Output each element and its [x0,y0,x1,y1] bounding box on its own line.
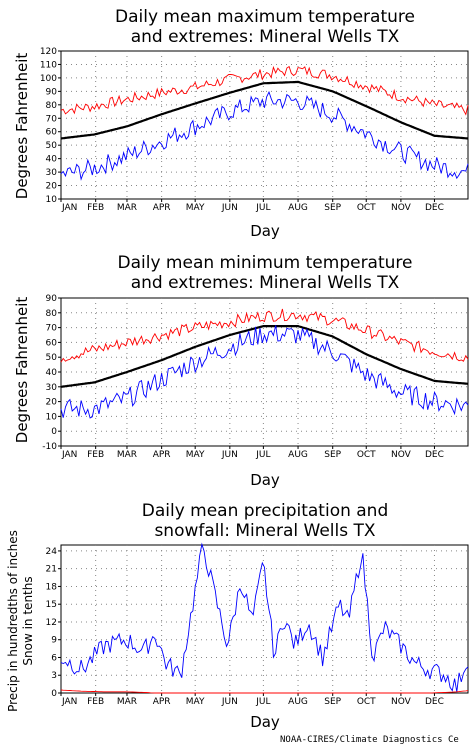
y-tick-label: 9 [51,636,57,646]
chart-min-temp: Daily mean minimum temperature and extre… [13,253,469,489]
chart-2-series-line-1 [60,308,469,363]
x-tick-label: NOV [391,450,412,460]
chart-3-y-axis-label-2: Snow in tenths [21,576,35,665]
x-tick-label: AUG [288,203,308,213]
y-tick-label: 100 [40,74,57,84]
chart-1-y-axis-label: Degrees Fahrenheit [13,53,31,200]
chart-1-plot-frame [60,50,469,200]
x-tick-label: AUG [288,450,308,460]
chart-2-series-line-3 [60,325,469,419]
x-tick-label: SEP [324,697,341,707]
x-tick-label: MAY [186,450,205,460]
y-tick-label: 50 [46,353,58,363]
x-tick-label: OCT [357,203,376,213]
x-tick-label: AUG [288,697,308,707]
x-tick-label: JUN [221,450,238,460]
y-tick-label: 70 [46,114,58,124]
x-tick-label: MAY [186,203,205,213]
chart-2-series-line-2 [60,325,469,388]
y-tick-label: 18 [46,582,58,592]
y-tick-label: 120 [40,47,57,57]
x-tick-label: JUN [221,697,238,707]
chart-2-subtitle: and extremes: Mineral Wells TX [131,273,400,293]
credit-text: NOAA-CIRES/Climate Diagnostics Ce [280,735,459,745]
y-tick-label: 10 [46,195,58,205]
x-tick-label: JAN [61,697,77,707]
x-tick-label: OCT [357,697,376,707]
y-tick-label: 0 [51,689,57,699]
x-tick-label: OCT [357,450,376,460]
x-tick-label: APR [153,697,171,707]
chart-2-x-axis-label: Day [250,471,280,489]
chart-3-series-line-1 [60,542,469,692]
chart-1-series-line-2 [60,80,469,140]
y-tick-label: 12 [46,618,57,628]
y-tick-label: 60 [46,338,58,348]
x-tick-label: NOV [391,203,412,213]
chart-max-temp: Daily mean maximum temperature and extre… [13,7,469,240]
y-tick-label: 30 [46,168,58,178]
chart-1-series-line-3 [60,90,469,181]
y-tick-label: 80 [46,101,58,111]
chart-3-title: Daily mean precipitation and [142,501,389,521]
x-tick-label: FEB [87,450,104,460]
y-tick-label: 90 [46,294,58,304]
chart-3-y-axis-label: Precip in hundredths of inches [6,530,20,712]
x-tick-label: MAR [117,697,137,707]
x-tick-label: DEC [425,697,444,707]
chart-1-subtitle: and extremes: Mineral Wells TX [131,27,400,47]
chart-3-subtitle: snowfall: Mineral Wells TX [154,521,375,541]
y-tick-label: 10 [46,412,58,422]
x-tick-label: SEP [324,203,341,213]
x-tick-label: JUL [255,450,270,460]
chart-3-series-line-2 [60,689,469,694]
y-tick-label: 20 [46,398,58,408]
y-tick-label: 110 [40,60,57,70]
y-tick-label: 60 [46,128,58,138]
x-tick-label: JAN [61,450,77,460]
y-tick-label: 80 [46,309,58,319]
chart-2-title: Daily mean minimum temperature [118,253,413,273]
y-tick-label: 21 [46,565,57,575]
x-tick-label: MAR [117,450,137,460]
y-tick-label: 0 [51,427,57,437]
x-tick-label: FEB [87,697,104,707]
chart-1-title: Daily mean maximum temperature [115,7,415,27]
y-tick-label: 30 [46,383,58,393]
chart-1-series-line-1 [60,65,469,116]
x-tick-label: NOV [391,697,412,707]
chart-1-x-axis-label: Day [250,222,280,240]
y-tick-label: 20 [46,182,58,192]
y-tick-label: 50 [46,141,58,151]
x-tick-label: DEC [425,450,444,460]
y-tick-label: 6 [51,653,57,663]
y-tick-label: 15 [46,600,57,610]
y-tick-label: 24 [46,547,58,557]
x-tick-label: APR [153,203,171,213]
x-tick-label: JUL [255,697,270,707]
x-tick-label: SEP [324,450,341,460]
x-tick-label: APR [153,450,171,460]
x-tick-label: JUN [221,203,238,213]
y-tick-label: 3 [51,671,57,681]
x-tick-label: JAN [61,203,77,213]
chart-2-y-axis-label: Degrees Fahrenheit [13,297,31,444]
y-tick-label: 90 [46,87,58,97]
x-tick-label: MAR [117,203,137,213]
x-tick-label: JUL [255,203,270,213]
chart-3-x-axis-label: Day [250,713,280,731]
x-tick-label: DEC [425,203,444,213]
y-tick-label: 40 [46,368,58,378]
y-tick-label: 70 [46,324,58,334]
y-tick-label: 40 [46,155,58,165]
x-tick-label: FEB [87,203,104,213]
y-tick-label: -10 [42,442,57,452]
chart-precip: Daily mean precipitation and snowfall: M… [6,501,469,731]
x-tick-label: MAY [186,697,205,707]
